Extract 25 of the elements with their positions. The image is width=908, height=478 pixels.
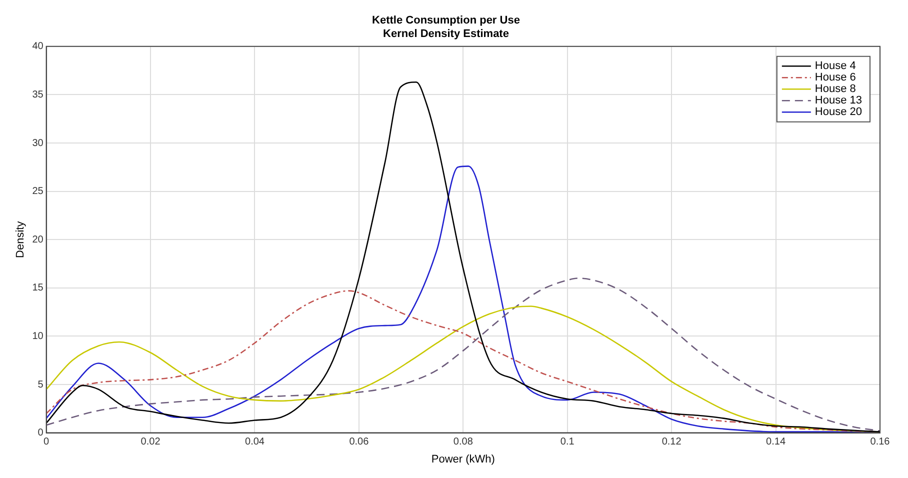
x-tick-label: 0.04 (245, 436, 265, 448)
y-tick-label: 30 (32, 138, 44, 149)
chart-title: Kettle Consumption per Use Kernel Density Estimate (372, 14, 520, 40)
y-tick-label: 35 (32, 89, 44, 100)
x-tick-label: 0.1 (560, 436, 575, 448)
legend-label: House 13 (814, 94, 862, 107)
x-tick-label: 0.08 (453, 436, 474, 448)
legend-label: House 4 (814, 60, 856, 72)
y-tick-label: 15 (32, 282, 44, 294)
y-axis-title: Density (14, 220, 27, 258)
legend-label: House 20 (814, 106, 862, 118)
y-tick-label: 0 (38, 428, 44, 439)
x-tick-label: 0.02 (140, 436, 161, 448)
y-tick-label: 10 (32, 330, 44, 342)
y-tick-label: 20 (32, 234, 44, 246)
legend-label: House 8 (814, 83, 856, 96)
x-axis-title: Power (kWh) (431, 453, 495, 466)
x-tick-label: 0.16 (870, 436, 890, 448)
x-tick-label: 0.14 (766, 436, 786, 448)
y-tick-label: 25 (32, 186, 44, 198)
x-tick-label: 0.12 (662, 436, 682, 448)
legend-label: House 6 (814, 72, 856, 84)
y-tick-label: 5 (38, 379, 44, 390)
x-tick-label: 0.06 (349, 436, 370, 448)
y-tick-label: 40 (32, 41, 44, 52)
